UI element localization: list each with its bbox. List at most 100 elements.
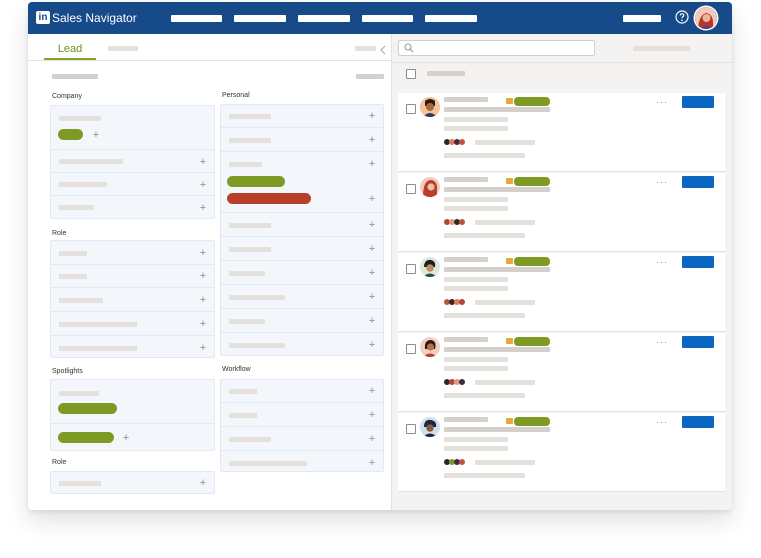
lead-tag-pill[interactable] — [514, 417, 550, 426]
help-icon[interactable] — [675, 10, 689, 24]
lead-avatar[interactable] — [420, 97, 440, 117]
plus-icon[interactable]: + — [368, 110, 376, 122]
plus-icon[interactable]: + — [368, 409, 376, 421]
nav-item-4[interactable] — [362, 15, 413, 22]
plus-icon[interactable]: + — [199, 179, 207, 191]
role-filter-years[interactable] — [59, 322, 137, 327]
lead-checkbox[interactable] — [406, 264, 416, 274]
mutual-connections-text[interactable] — [475, 220, 535, 225]
lead-company[interactable] — [444, 357, 508, 362]
app-title[interactable]: Sales Navigator — [52, 11, 137, 25]
nav-item-1[interactable] — [171, 15, 222, 22]
lead-card-3[interactable]: ··· — [398, 253, 725, 332]
plus-icon[interactable]: + — [368, 243, 376, 255]
nav-item-3[interactable] — [298, 15, 350, 22]
lead-checkbox[interactable] — [406, 424, 416, 434]
lead-name[interactable] — [444, 257, 488, 262]
mutual-connections-text[interactable] — [475, 140, 535, 145]
plus-icon[interactable]: + — [368, 193, 376, 205]
company-filter-headcount[interactable] — [59, 159, 123, 164]
personal-filter-connections[interactable] — [229, 295, 285, 300]
more-options-icon[interactable]: ··· — [656, 257, 668, 267]
filter-toggle-label[interactable] — [355, 46, 376, 51]
more-options-icon[interactable]: ··· — [656, 97, 668, 107]
personal-filter-groups[interactable] — [229, 223, 271, 228]
personal-filter-language[interactable] — [229, 271, 265, 276]
personal-filter-school[interactable] — [229, 247, 271, 252]
more-options-icon[interactable]: ··· — [656, 337, 668, 347]
lead-card-4[interactable]: ··· — [398, 333, 725, 412]
save-lead-button[interactable] — [682, 416, 714, 428]
more-options-icon[interactable]: ··· — [656, 417, 668, 427]
plus-icon[interactable]: + — [368, 339, 376, 351]
linkedin-logo-icon[interactable]: in — [36, 11, 50, 24]
lead-avatar[interactable] — [420, 257, 440, 277]
lead-tag-pill[interactable] — [514, 337, 550, 346]
plus-icon[interactable]: + — [368, 134, 376, 146]
clear-all-link[interactable] — [356, 74, 384, 79]
company-selected-pill[interactable] — [58, 129, 83, 140]
user-avatar[interactable] — [695, 7, 717, 29]
tab-lead[interactable]: Lead — [57, 43, 83, 55]
lead-avatar[interactable] — [420, 417, 440, 437]
nav-item-2[interactable] — [234, 15, 286, 22]
workflow-filter-persona[interactable] — [229, 389, 257, 394]
lead-company[interactable] — [444, 197, 508, 202]
mutual-connections-text[interactable] — [475, 380, 535, 385]
lead-company[interactable] — [444, 277, 508, 282]
mutual-connections-text[interactable] — [475, 460, 535, 465]
role-2-filter-item[interactable] — [59, 481, 101, 486]
personal-filter-geography[interactable] — [229, 114, 271, 119]
workflow-filter-account-lists[interactable] — [229, 413, 257, 418]
lead-avatar[interactable] — [420, 337, 440, 357]
role-filter-tenure[interactable] — [59, 346, 137, 351]
plus-icon[interactable]: + — [368, 433, 376, 445]
lead-name[interactable] — [444, 97, 488, 102]
save-lead-button[interactable] — [682, 176, 714, 188]
role-filter-function[interactable] — [59, 251, 87, 256]
personal-selected-pill[interactable] — [227, 176, 285, 187]
personal-filter-name[interactable] — [229, 162, 262, 167]
personal-filter-followers[interactable] — [229, 319, 265, 324]
personal-excluded-pill[interactable] — [227, 193, 311, 204]
personal-filter-industry[interactable] — [229, 138, 271, 143]
role-filter-title[interactable] — [59, 274, 87, 279]
nav-item-admin[interactable] — [623, 15, 661, 22]
save-lead-button[interactable] — [682, 336, 714, 348]
plus-icon[interactable]: + — [368, 158, 376, 170]
lead-card-5[interactable]: ··· — [398, 413, 725, 492]
plus-icon[interactable]: + — [199, 202, 207, 214]
lead-name[interactable] — [444, 337, 488, 342]
company-filter-type[interactable] — [59, 182, 107, 187]
spotlight-pill-1[interactable] — [58, 403, 117, 414]
lead-checkbox[interactable] — [406, 104, 416, 114]
add-company-icon[interactable]: + — [92, 129, 100, 141]
role-filter-seniority[interactable] — [59, 298, 103, 303]
plus-icon[interactable]: + — [199, 318, 207, 330]
plus-icon[interactable]: + — [368, 267, 376, 279]
plus-icon[interactable]: + — [199, 477, 207, 489]
personal-filter-posted[interactable] — [229, 343, 285, 348]
lead-company[interactable] — [444, 437, 508, 442]
plus-icon[interactable]: + — [368, 291, 376, 303]
search-input[interactable] — [398, 40, 595, 56]
save-lead-button[interactable] — [682, 256, 714, 268]
plus-icon[interactable]: + — [199, 270, 207, 282]
workflow-filter-lead-lists[interactable] — [229, 437, 271, 442]
lead-checkbox[interactable] — [406, 184, 416, 194]
more-options-icon[interactable]: ··· — [656, 177, 668, 187]
chevron-left-icon[interactable] — [379, 45, 387, 55]
lead-tag-pill[interactable] — [514, 97, 550, 106]
plus-icon[interactable]: + — [199, 156, 207, 168]
plus-icon[interactable]: + — [199, 247, 207, 259]
tab-account[interactable] — [108, 46, 138, 51]
select-all-checkbox[interactable] — [406, 69, 416, 79]
lead-company[interactable] — [444, 117, 508, 122]
nav-item-5[interactable] — [425, 15, 477, 22]
lead-checkbox[interactable] — [406, 344, 416, 354]
lead-name[interactable] — [444, 177, 488, 182]
plus-icon[interactable]: + — [199, 294, 207, 306]
workflow-filter-people-cRM[interactable] — [229, 461, 307, 466]
plus-icon[interactable]: + — [368, 315, 376, 327]
plus-icon[interactable]: + — [368, 385, 376, 397]
